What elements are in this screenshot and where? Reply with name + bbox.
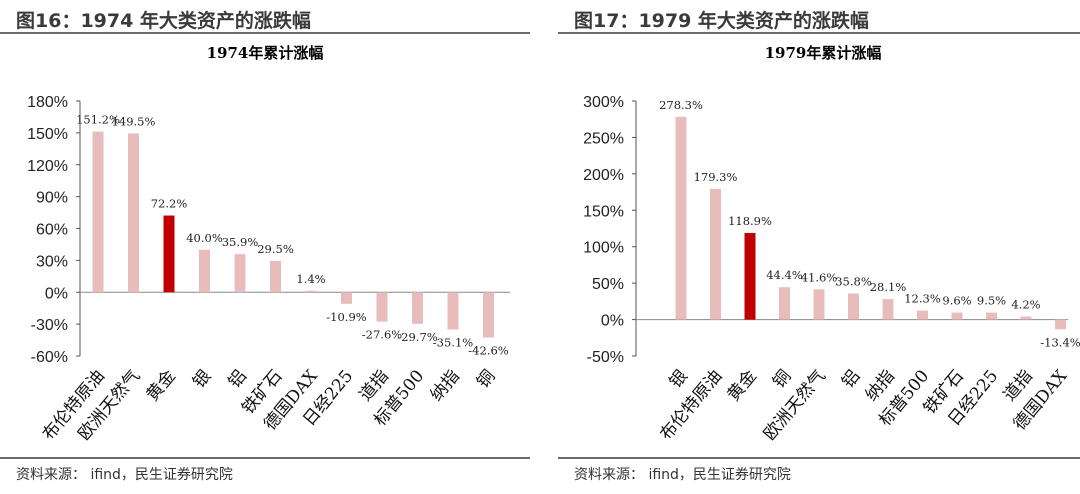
- data-label: 4.2%: [1011, 298, 1040, 312]
- data-label: 41.6%: [801, 270, 838, 284]
- data-label: 9.6%: [942, 294, 971, 308]
- bar-chart-1979: 1979年累计涨幅 -50% 0% 50% 100% 150% 200% 250% 300% 27…: [583, 44, 1080, 444]
- bar: [710, 188, 721, 320]
- category-label: 铜: [473, 366, 499, 392]
- y-tick-label: 250%: [583, 130, 624, 147]
- y-tick-label: 300%: [583, 94, 624, 111]
- y-tick-label: 0%: [45, 285, 68, 302]
- figure-title: 图17：1979 年大类资产的涨跌幅: [574, 10, 869, 32]
- category-label: 银: [666, 366, 692, 392]
- data-label: 40.0%: [186, 231, 223, 245]
- data-label: -10.9%: [326, 310, 366, 324]
- bar: [986, 312, 997, 320]
- bar: [270, 260, 281, 293]
- data-label: -35.1%: [433, 336, 473, 350]
- y-tick-label: 30%: [36, 253, 68, 270]
- data-label: -42.6%: [468, 344, 508, 358]
- source-note: 资料来源： ifind，民生证券研究院: [16, 467, 233, 483]
- bottom-rule: [558, 457, 1080, 459]
- data-label: 149.5%: [112, 114, 156, 128]
- bar: [1020, 316, 1032, 320]
- bar: [675, 116, 687, 320]
- bar: [234, 254, 246, 293]
- data-label: 12.3%: [904, 292, 941, 306]
- bar: [1055, 319, 1066, 330]
- bar: [951, 312, 963, 320]
- data-label: 1.4%: [296, 272, 325, 286]
- bar-highlight: [744, 232, 756, 320]
- data-label: -27.6%: [362, 328, 402, 342]
- data-label: -13.4%: [1040, 335, 1080, 349]
- y-tick-label: 0%: [601, 313, 624, 330]
- category-label: 铝: [225, 366, 251, 392]
- bar: [92, 131, 104, 293]
- bar: [483, 292, 494, 338]
- y-tick-label: -60%: [31, 349, 68, 366]
- figure-title: 图16：1974 年大类资产的涨跌幅: [16, 10, 311, 32]
- category-label: 黄金: [143, 366, 180, 405]
- top-rule: [558, 32, 1080, 34]
- y-tick-label: -50%: [587, 349, 624, 366]
- bar: [376, 292, 388, 322]
- y-tick-label: 180%: [27, 94, 68, 111]
- bar: [813, 289, 825, 320]
- category-label: 纳指: [427, 366, 464, 405]
- chart-title: 1979年累计涨幅: [765, 44, 882, 62]
- bar: [412, 292, 423, 324]
- chart-panel-1979: 图17：1979 年大类资产的涨跌幅 1979年累计涨幅 -50% 0% 50% 100…: [558, 0, 1080, 494]
- top-rule: [0, 32, 530, 34]
- category-label: 铝: [838, 366, 864, 392]
- y-tick-label: 90%: [36, 190, 68, 207]
- data-label: 151.2%: [76, 113, 120, 127]
- y-tick-label: 200%: [583, 167, 624, 184]
- bar: [199, 249, 210, 293]
- bar-highlight: [163, 215, 175, 293]
- data-label: 44.4%: [766, 268, 803, 282]
- data-label: 35.9%: [222, 235, 259, 249]
- data-label: 118.9%: [728, 214, 772, 228]
- bar: [305, 290, 317, 293]
- category-label: 铜: [769, 366, 795, 392]
- y-tick-label: 120%: [27, 158, 68, 175]
- category-label: 黄金: [724, 366, 761, 405]
- bar-chart-1974: 1974年累计涨幅 -60% -30% 0% 30% 60% 90% 120% 150% 180%…: [27, 44, 510, 444]
- data-label: 278.3%: [659, 98, 703, 112]
- data-label: 9.5%: [977, 294, 1006, 308]
- bar: [917, 310, 928, 320]
- bar: [779, 287, 790, 320]
- data-label: 179.3%: [694, 170, 738, 184]
- bar: [882, 299, 894, 320]
- y-tick-label: -30%: [31, 317, 68, 334]
- y-tick-label: 60%: [36, 222, 68, 239]
- y-tick-label: 50%: [592, 276, 624, 293]
- data-label: 29.5%: [257, 242, 294, 256]
- data-label: 72.2%: [151, 197, 188, 211]
- source-note: 资料来源： ifind，民生证券研究院: [574, 467, 791, 483]
- bar: [341, 292, 352, 304]
- y-tick-label: 150%: [583, 203, 624, 220]
- data-label: -29.7%: [397, 330, 437, 344]
- bar: [848, 293, 859, 320]
- bottom-rule: [0, 457, 530, 459]
- y-tick-label: 100%: [583, 240, 624, 257]
- data-label: 28.1%: [870, 280, 907, 294]
- data-label: 35.8%: [835, 274, 872, 288]
- y-tick-label: 150%: [27, 126, 68, 143]
- chart-panel-1974: 图16：1974 年大类资产的涨跌幅 1974年累计涨幅 -60% -30% 0% 30…: [0, 0, 530, 494]
- chart-title: 1974年累计涨幅: [207, 44, 324, 62]
- bar: [447, 292, 459, 330]
- category-label: 银: [189, 366, 215, 392]
- bar: [128, 133, 139, 293]
